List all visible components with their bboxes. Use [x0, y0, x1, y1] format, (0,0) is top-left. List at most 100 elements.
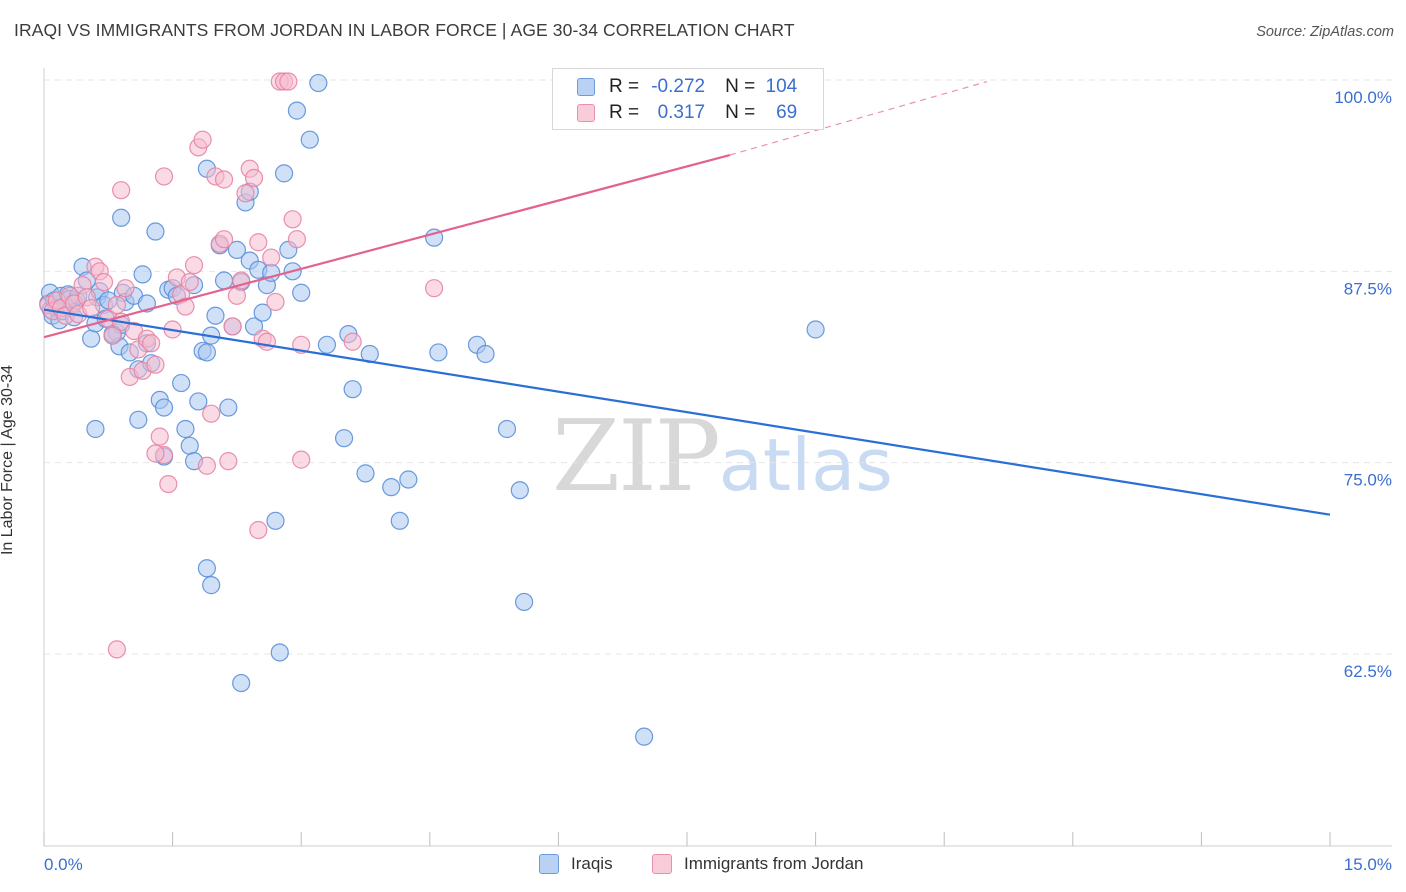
iraqis-point	[206, 306, 225, 325]
jordan-point	[94, 272, 114, 292]
iraqis-point	[429, 343, 448, 362]
iraqis-point	[497, 419, 517, 439]
iraqis-point	[202, 576, 221, 595]
jordan-point	[142, 334, 161, 353]
watermark-zip: ZIP	[552, 400, 721, 514]
jordan-point	[180, 272, 199, 292]
iraqis-legend-swatch	[539, 854, 559, 874]
jordan-point	[287, 230, 307, 249]
jordan-point	[184, 256, 204, 275]
jordan-point	[257, 332, 277, 351]
n-value: 69	[776, 102, 798, 123]
iraqis-point	[154, 398, 174, 417]
legend-item-jordan: Immigrants from Jordan	[652, 854, 864, 874]
iraqis-point	[476, 344, 495, 364]
jordan-point	[197, 456, 216, 475]
iraqis-point	[317, 335, 337, 354]
iraqis-point	[270, 643, 289, 662]
jordan-point	[249, 520, 268, 540]
chart-title: IRAQI VS IMMIGRANTS FROM JORDAN IN LABOR…	[14, 20, 795, 40]
iraqis-trend-line	[43, 308, 1331, 516]
iraqis-point	[133, 265, 152, 284]
jordan-point	[279, 72, 298, 91]
jordan-point	[244, 168, 264, 188]
jordan-point	[103, 326, 122, 345]
jordan-point	[343, 332, 362, 351]
iraqis-point	[232, 673, 251, 693]
iraqis-point	[334, 429, 354, 448]
y-tick-label: 87.5%	[1344, 279, 1392, 298]
iraqis-point	[227, 240, 246, 260]
r-label: R =	[609, 102, 640, 123]
jordan-point	[292, 450, 311, 469]
jordan-point	[107, 295, 126, 315]
r-value: 0.317	[657, 102, 706, 123]
jordan-legend-swatch	[652, 854, 672, 874]
stats-row-jordan: R = 0.317 N = 69	[577, 100, 797, 126]
jordan-point	[176, 297, 195, 316]
iraqis-point	[390, 511, 409, 530]
jordan-swatch	[577, 104, 595, 122]
iraqis-point	[635, 727, 654, 746]
jordan-point	[262, 248, 281, 267]
y-tick-label: 62.5%	[1344, 662, 1392, 681]
jordan-point	[146, 355, 165, 374]
watermark: ZIPatlas	[552, 400, 893, 514]
r-value: -0.272	[651, 76, 706, 97]
iraqis-point	[219, 398, 238, 417]
iraqis-point	[292, 283, 311, 302]
y-tick-label: 75.0%	[1344, 471, 1392, 490]
x-tick-label-min: 0.0%	[44, 855, 83, 874]
iraqis-point	[300, 130, 319, 149]
iraqis-point	[189, 392, 208, 411]
jordan-point	[154, 167, 174, 186]
iraqis-point	[86, 419, 105, 439]
watermark-atlas: atlas	[718, 423, 893, 507]
jordan-point	[424, 279, 444, 298]
iraqis-point	[197, 559, 216, 578]
iraqis-point	[274, 164, 294, 183]
iraqis-point	[399, 470, 418, 489]
jordan-point	[249, 233, 268, 252]
iraqis-point	[806, 320, 825, 339]
x-tick-label-max: 15.0%	[1344, 855, 1392, 874]
r-label: R =	[609, 76, 640, 97]
jordan-point	[112, 181, 131, 200]
iraqis-point	[172, 373, 191, 393]
jordan-point	[283, 210, 302, 229]
iraqis-point	[180, 436, 199, 455]
stats-row-iraqis: R = -0.272 N = 104	[577, 74, 797, 100]
jordan-point	[219, 452, 238, 471]
stats-legend: R = -0.272 N = 104 R = 0.317 N = 69	[552, 68, 824, 130]
jordan-point	[214, 170, 234, 189]
iraqis-point	[515, 592, 534, 612]
iraqis-point	[129, 410, 148, 429]
legend-label-iraqis: Iraqis	[571, 854, 613, 873]
iraqis-point	[214, 271, 234, 290]
jordan-point	[159, 474, 178, 494]
iraqis-point	[82, 329, 101, 348]
jordan-trend-line	[43, 153, 731, 339]
jordan-point	[150, 427, 169, 446]
jordan-point	[223, 317, 242, 336]
iraqis-point	[266, 511, 285, 530]
jordan-point	[82, 298, 101, 318]
legend-item-iraqis: Iraqis	[539, 854, 613, 874]
n-value: 104	[765, 76, 798, 97]
legend-label-jordan: Immigrants from Jordan	[684, 854, 864, 873]
series-legend: Iraqis Immigrants from Jordan	[0, 852, 1406, 878]
iraqis-point	[343, 380, 362, 399]
iraqis-point	[146, 222, 165, 241]
jordan-point	[146, 444, 165, 463]
jordan-point	[202, 404, 221, 423]
y-tick-label: 100.0%	[1334, 88, 1392, 107]
iraqis-point	[253, 303, 272, 322]
jordan-point	[107, 640, 126, 659]
jordan-point	[116, 279, 135, 298]
jordan-point	[214, 230, 234, 249]
iraqis-point	[382, 478, 401, 497]
iraqis-swatch	[577, 78, 595, 96]
source-label: Source: ZipAtlas.com	[1256, 24, 1394, 40]
iraqis-point	[197, 343, 216, 362]
